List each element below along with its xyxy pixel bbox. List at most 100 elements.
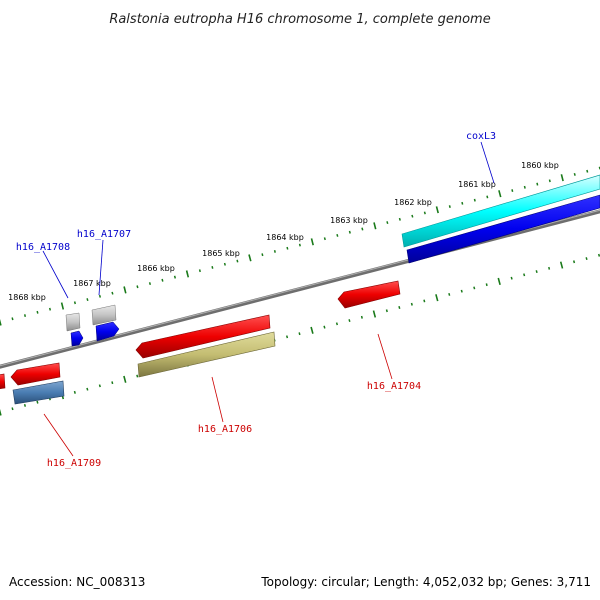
outer-ruler-minor-tick	[136, 285, 139, 289]
outer-ruler-minor-tick	[536, 182, 539, 186]
scale-label-1865: 1865 kbp	[202, 249, 240, 258]
gene-grey-small-2[interactable]	[65, 312, 81, 332]
inner-ruler-minor-tick	[285, 335, 289, 339]
map-title: Ralstonia eutropha H16 chromosome 1, com…	[109, 12, 490, 27]
outer-ruler-major-tick	[373, 222, 377, 230]
genome-summary-text: Topology: circular; Length: 4,052,032 bp…	[260, 575, 591, 589]
outer-ruler-major-tick	[435, 206, 439, 214]
outer-ruler-minor-tick	[198, 269, 201, 273]
outer-ruler-minor-tick	[473, 198, 476, 202]
gene-olive-body[interactable]	[137, 331, 276, 378]
gene-blue-arrow-1[interactable]	[95, 321, 120, 342]
callout-line-h16-a1707	[98, 239, 104, 296]
gene-cox-l3-partner[interactable]	[406, 194, 600, 264]
gene-cox-l3-partner-body[interactable]	[406, 194, 600, 264]
outer-ruler-major-tick	[0, 318, 2, 326]
gene-label-h16-a1704[interactable]: h16_A1704	[367, 381, 421, 392]
inner-ruler-minor-tick	[335, 322, 339, 326]
inner-ruler-minor-tick	[385, 309, 388, 313]
gene-h16-a1709-steel[interactable]	[12, 380, 65, 405]
callout-line-h16-a1708	[42, 250, 69, 299]
outer-ruler-minor-tick	[586, 169, 589, 173]
inner-ruler-minor-tick	[398, 306, 401, 309]
outer-ruler-minor-tick	[486, 195, 489, 199]
gene-h16-a1706-body[interactable]	[135, 314, 271, 359]
callout-line-h16-a1709	[43, 413, 74, 457]
gene-callouts: coxL3 h16_A1707 h16_A1708 h16_A1704 h16_…	[16, 131, 496, 469]
outer-ruler-major-tick	[248, 254, 252, 262]
scale-label-1861: 1861 kbp	[458, 180, 496, 189]
outer-ruler-minor-tick	[111, 291, 114, 295]
inner-ruler-minor-tick	[510, 276, 513, 280]
gene-label-h16-a1707[interactable]: h16_A1707	[77, 229, 131, 240]
outer-ruler-major-tick	[123, 286, 127, 294]
gene-h16-a1706-olive[interactable]	[137, 331, 276, 378]
gene-h16-a1704-body[interactable]	[337, 280, 401, 309]
outer-ruler-minor-tick	[273, 250, 276, 253]
gene-label-h16-a1709[interactable]: h16_A1709	[47, 458, 101, 469]
inner-ruler-major-tick	[372, 310, 377, 318]
inner-ruler-minor-tick	[298, 332, 301, 336]
inner-ruler-major-tick	[123, 375, 127, 383]
gene-h16-a1704[interactable]	[337, 280, 401, 309]
inner-ruler-minor-tick	[360, 315, 363, 319]
outer-ruler-minor-tick	[98, 294, 102, 298]
gene-h16-a1708-hypothetical[interactable]	[65, 312, 84, 347]
outer-ruler-major-tick	[560, 174, 564, 182]
scale-label-1867: 1867 kbp	[73, 279, 111, 288]
gene-cox-l3-body[interactable]	[401, 174, 600, 248]
inner-ruler-minor-tick	[548, 266, 551, 270]
outer-ruler-minor-tick	[523, 185, 526, 189]
outer-ruler-minor-tick	[73, 301, 77, 305]
outer-ruler-major-tick	[60, 302, 65, 310]
gene-steel-body[interactable]	[12, 380, 65, 405]
gene-h16-a1709-body[interactable]	[10, 362, 61, 386]
outer-ruler-minor-tick	[11, 317, 14, 321]
inner-ruler-minor-tick	[572, 260, 576, 264]
inner-ruler-minor-tick	[23, 403, 27, 407]
callout-line-h16-a1704	[377, 333, 393, 380]
gene-blue-arrow-2[interactable]	[70, 330, 84, 347]
outer-ruler-minor-tick	[423, 211, 426, 215]
inner-ruler-minor-tick	[73, 390, 76, 394]
scale-label-1863: 1863 kbp	[330, 216, 368, 225]
inner-ruler-minor-tick	[585, 257, 588, 261]
inner-ruler-major-tick	[559, 261, 564, 269]
gene-h16-a1709[interactable]	[0, 362, 61, 390]
callout-line-cox-l3	[480, 141, 495, 184]
outer-ruler-major-tick	[498, 190, 502, 198]
outer-ruler-minor-tick	[298, 243, 301, 247]
gene-h16-a1707-hypothetical[interactable]	[91, 304, 120, 342]
inner-ruler-minor-tick	[448, 292, 451, 296]
callout-line-h16-a1706	[211, 376, 224, 423]
gene-grey-small-1[interactable]	[91, 304, 117, 326]
outer-ruler-minor-tick	[236, 259, 239, 263]
gene-cox-l3[interactable]	[401, 174, 600, 248]
outer-ruler-minor-tick	[86, 298, 89, 302]
outer-ruler-minor-tick	[161, 278, 164, 282]
gene-label-h16-a1708[interactable]: h16_A1708	[16, 242, 70, 253]
inner-ruler-minor-tick	[323, 325, 326, 329]
inner-ruler-major-tick	[435, 294, 439, 302]
gene-label-cox-l3[interactable]: coxL3	[466, 131, 496, 142]
inner-ruler-minor-tick	[136, 374, 139, 378]
outer-ruler-minor-tick	[386, 221, 389, 225]
scale-label-1864: 1864 kbp	[266, 233, 304, 242]
scale-label-1860: 1860 kbp	[521, 161, 559, 170]
outer-ruler-minor-tick	[211, 266, 214, 269]
outer-ruler-minor-tick	[173, 275, 177, 279]
inner-ruler-minor-tick	[423, 299, 426, 303]
inner-ruler-minor-tick	[348, 319, 351, 323]
outer-ruler-minor-tick	[223, 262, 226, 266]
outer-ruler-minor-tick	[548, 179, 551, 183]
gene-label-h16-a1706[interactable]: h16_A1706	[198, 424, 252, 435]
gene-h16-a1706-red[interactable]	[135, 314, 271, 359]
inner-ruler-minor-tick	[86, 387, 89, 391]
outer-ruler-minor-tick	[336, 233, 339, 237]
gene-left-edge-red[interactable]	[0, 373, 6, 390]
scale-label-1866: 1866 kbp	[137, 264, 175, 273]
outer-ruler-major-tick	[185, 270, 190, 278]
inner-ruler-minor-tick	[523, 273, 526, 277]
outer-ruler-minor-tick	[461, 201, 464, 205]
